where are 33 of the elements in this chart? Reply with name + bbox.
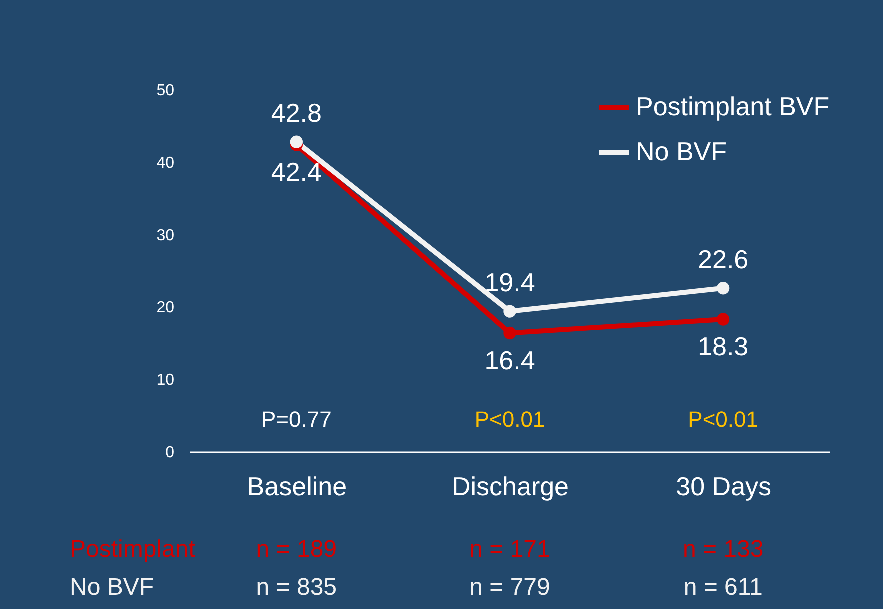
point (290, 136, 303, 148)
text: Postimplant (70, 536, 196, 563)
x-tick-label: Baseline (247, 472, 348, 502)
annotation: P=0.77 (261, 407, 332, 432)
x-tick-label: 30 Days (676, 472, 772, 502)
y-tick-label: 40 (156, 154, 175, 172)
annotation: P<0.01 (688, 407, 759, 432)
data-label: 22.6 (698, 244, 749, 274)
data-label: 16.4 (484, 345, 536, 376)
annotation: P<0.01 (474, 407, 546, 432)
text: No BVF (70, 574, 154, 601)
data-label: 42.8 (271, 98, 322, 128)
text: n = 835 (256, 574, 338, 601)
point (504, 305, 516, 318)
text: n = 611 (684, 574, 763, 601)
text: n = 779 (470, 574, 550, 601)
y-tick-label: 50 (156, 82, 175, 100)
text: n = 171 (470, 536, 550, 563)
y-tick-label: 0 (166, 444, 175, 462)
text: n = 189 (256, 536, 338, 563)
data-label: 18.3 (698, 332, 749, 362)
y-tick-label: 30 (156, 227, 175, 244)
data-label: 19.4 (484, 268, 536, 298)
y-tick-label: 20 (156, 300, 175, 317)
legend-label: No BVF (636, 136, 728, 166)
point (717, 282, 730, 295)
data-label: 42.4 (271, 157, 322, 188)
point (717, 313, 730, 326)
y-tick-label: 10 (156, 372, 175, 390)
point (504, 326, 516, 340)
text: n = 133 (682, 536, 764, 563)
legend-label: Postimplant BVF (636, 92, 830, 122)
x-tick-label: Discharge (452, 472, 570, 502)
